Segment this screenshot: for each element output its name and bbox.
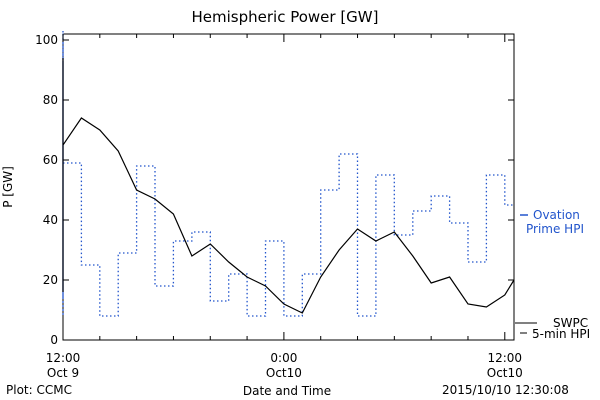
x-tick-time-label: 12:00	[487, 351, 522, 365]
legend-ovation-prime: Ovation Prime HPI	[520, 208, 584, 236]
legend-swpc: SWPC 5-min HPI	[515, 316, 590, 341]
footer-left: Plot: CCMC	[6, 383, 72, 397]
series-ovation-prime-line	[62, 31, 514, 317]
x-tick-time-label: 0:00	[270, 351, 297, 365]
x-tick-date-label: Oct10	[487, 366, 523, 380]
y-tick-label: 80	[43, 93, 58, 107]
legend-swpc-line1: SWPC	[553, 316, 588, 330]
y-tick-label: 60	[43, 153, 58, 167]
legend-ovation-line1: Ovation	[533, 208, 580, 222]
plot-frame	[62, 33, 515, 341]
series-swpc-line	[62, 58, 515, 314]
x-tick-time-label: 12:00	[46, 351, 81, 365]
legend-ovation-line2: Prime HPI	[526, 222, 584, 236]
x-tick-date-label: Oct 9	[47, 366, 79, 380]
x-axis-label: Date and Time	[243, 384, 331, 398]
y-axis-label: P [GW]	[1, 166, 15, 208]
x-tick-date-label: Oct10	[266, 366, 302, 380]
legend-swpc-line2: 5-min HPI	[532, 327, 590, 341]
y-tick-label: 100	[35, 33, 58, 47]
y-tick-label: 20	[43, 273, 58, 287]
y-tick-label: 40	[43, 213, 58, 227]
chart-title: Hemispheric Power [GW]	[192, 8, 379, 26]
footer-right: 2015/10/10 12:30:08	[442, 383, 569, 397]
y-tick-label: 0	[50, 333, 58, 347]
